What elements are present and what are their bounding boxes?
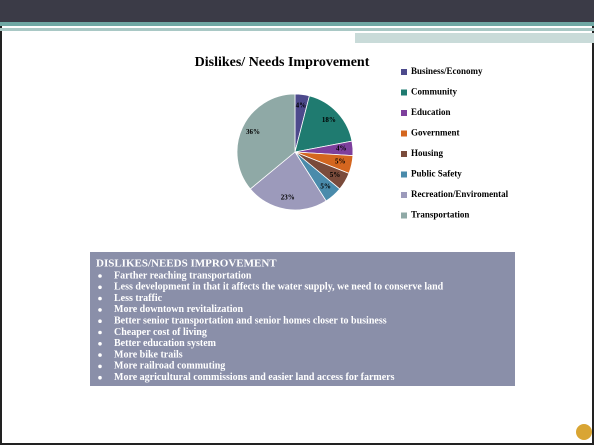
legend-swatch: [401, 89, 407, 96]
header-stripe: [355, 33, 594, 43]
bullet-text: Less traffic: [114, 293, 163, 304]
legend: Business/Economy Community Education Govern…: [401, 66, 509, 220]
bullet-dot: [98, 308, 102, 312]
bullet-text: Farther reaching transportation: [114, 270, 252, 281]
header-stripe: [0, 28, 594, 31]
bullet-text: More downtown revitalization: [114, 304, 244, 315]
bullet-dot: [98, 342, 102, 346]
legend-label: Community: [411, 87, 458, 97]
legend-swatch: [401, 192, 407, 198]
legend-swatch: [401, 130, 407, 137]
chart-title: Dislikes/ Needs Improvement: [195, 55, 370, 70]
text-box-heading: DISLIKES/NEEDS IMPROVEMENT: [96, 258, 277, 270]
legend-label: Recreation/Enviromental: [411, 189, 509, 199]
legend-label: Transportation: [411, 210, 469, 220]
data-label: 5%: [330, 171, 341, 179]
logo: [576, 424, 592, 440]
pie-slice: [249, 151, 327, 211]
data-label: 4%: [296, 102, 307, 110]
legend-swatch: [401, 212, 407, 219]
pie-slice: [236, 93, 296, 190]
bullet-dot: [98, 330, 102, 335]
bullet-text: Cheaper cost of living: [114, 327, 207, 338]
data-label: 18%: [322, 116, 336, 124]
legend-label: Housing: [411, 148, 444, 158]
data-label: 36%: [246, 128, 260, 136]
legend-label: Education: [411, 107, 451, 117]
data-label: 4%: [336, 145, 347, 153]
legend-swatch: [401, 171, 407, 178]
legend-swatch: [401, 110, 407, 116]
bullet-text: More agricultural commissions and easier…: [114, 372, 395, 383]
legend-swatch: [401, 69, 407, 75]
bullet-dot: [98, 285, 102, 290]
bullet-dot: [98, 319, 102, 324]
legend-label: Public Safety: [411, 169, 462, 179]
data-label: 5%: [335, 158, 346, 166]
legend-swatch: [401, 151, 407, 157]
legend-label: Government: [411, 128, 460, 138]
pie-slice: [294, 95, 353, 153]
pie: 4% 18% 4% 5% 5% 5% 23% 36%: [236, 93, 354, 211]
bullet-dot: [98, 274, 102, 278]
data-label: 23%: [281, 193, 295, 201]
header-stripe: [0, 22, 594, 26]
legend-label: Business/Economy: [411, 66, 483, 76]
bullet-text: Better education system: [114, 338, 217, 349]
bullet-text: More railroad commuting: [114, 361, 225, 372]
bullet-dot: [98, 375, 102, 380]
header-band: [0, 0, 594, 22]
bullet-text: Less development in that it affects the …: [114, 282, 444, 293]
bullet-dot: [98, 353, 102, 357]
bullet-dot: [98, 296, 102, 301]
text-box: [90, 252, 515, 386]
bullet-text: Better senior transportation and senior …: [114, 315, 387, 326]
bullet-dot: [98, 364, 102, 369]
data-label: 5%: [320, 182, 331, 190]
bullet-text: More bike trails: [114, 349, 183, 360]
